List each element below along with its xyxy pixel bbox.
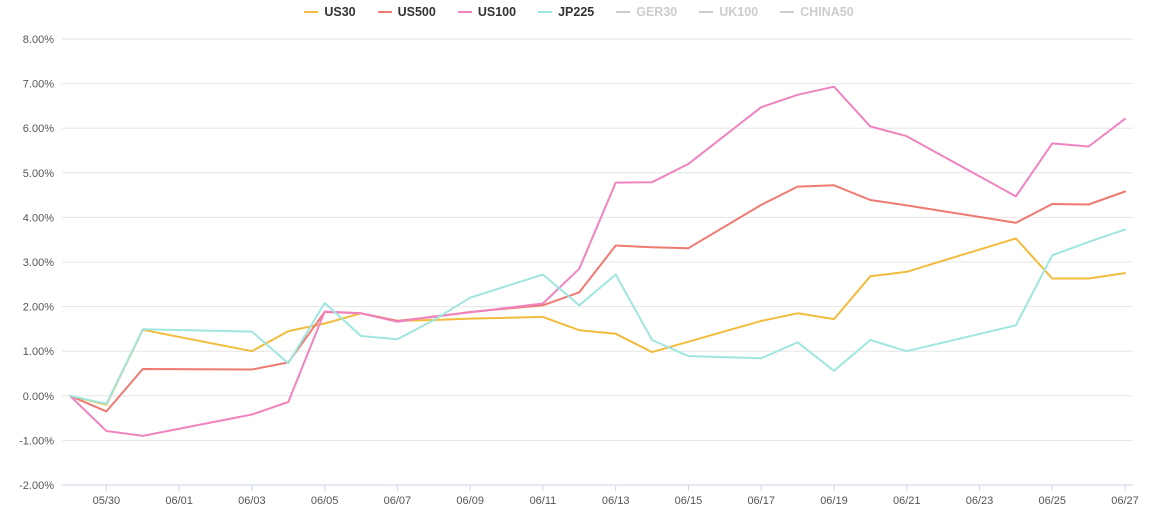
y-tick-label: -1.00% <box>19 435 54 447</box>
x-tick-label: 06/01 <box>165 495 193 507</box>
x-tick-label: 06/11 <box>530 495 557 507</box>
x-tick-label: 06/23 <box>966 495 994 507</box>
x-tick-label: 05/30 <box>93 495 121 507</box>
x-tick-label: 06/09 <box>456 495 484 507</box>
y-tick-label: 7.00% <box>23 79 54 91</box>
legend-swatch <box>699 11 714 13</box>
y-tick-label: 8.00% <box>23 34 54 46</box>
legend-label: US30 <box>324 5 356 19</box>
legend-swatch <box>457 11 472 13</box>
legend-swatch <box>780 11 795 13</box>
y-tick-label: 2.00% <box>23 302 54 314</box>
y-tick-label: 5.00% <box>23 168 54 180</box>
legend-item-jp225[interactable]: JP225 <box>538 5 594 19</box>
legend-label: US100 <box>477 5 517 19</box>
legend-label: US500 <box>397 5 436 19</box>
x-tick-label: 06/05 <box>311 495 339 507</box>
series-line-us30[interactable] <box>69 237 1126 406</box>
x-tick-label: 06/15 <box>675 495 703 507</box>
legend: US30 US500 US100 JP225 GER30 UK100 CHINA50 <box>0 5 1158 19</box>
legend-item-us100[interactable]: US100 <box>457 5 517 19</box>
y-tick-label: -2.00% <box>19 480 54 492</box>
x-tick-label: 06/21 <box>893 495 921 507</box>
y-tick-label: 1.00% <box>23 346 54 358</box>
y-tick-label: 3.00% <box>23 257 54 269</box>
x-tick-label: 06/19 <box>820 495 848 507</box>
x-tick-label: 06/27 <box>1111 495 1139 507</box>
legend-swatch <box>538 11 553 13</box>
legend-label: JP225 <box>558 5 595 19</box>
x-tick-label: 06/17 <box>747 495 775 507</box>
legend-item-china50[interactable]: CHINA50 <box>780 5 854 19</box>
x-tick-label: 06/13 <box>602 495 630 507</box>
legend-swatch <box>377 11 392 13</box>
legend-item-us30[interactable]: US30 <box>304 5 356 19</box>
legend-swatch <box>616 11 631 13</box>
y-tick-label: 0.00% <box>23 391 54 403</box>
x-tick-label: 06/03 <box>238 495 266 507</box>
legend-swatch <box>304 11 319 13</box>
legend-item-ger30[interactable]: GER30 <box>616 5 677 19</box>
series-line-us100[interactable] <box>69 85 1126 437</box>
x-tick-label: 06/07 <box>384 495 412 507</box>
legend-item-uk100[interactable]: UK100 <box>699 5 758 19</box>
y-tick-label: 4.00% <box>23 212 54 224</box>
series-line-us500[interactable] <box>69 184 1126 413</box>
legend-item-us500[interactable]: US500 <box>377 5 436 19</box>
y-tick-label: 6.00% <box>23 123 54 135</box>
legend-label: GER30 <box>636 5 678 19</box>
x-tick-label: 06/25 <box>1038 495 1066 507</box>
series-line-jp225[interactable] <box>69 228 1126 405</box>
legend-label: CHINA50 <box>800 5 854 19</box>
legend-label: UK100 <box>719 5 759 19</box>
